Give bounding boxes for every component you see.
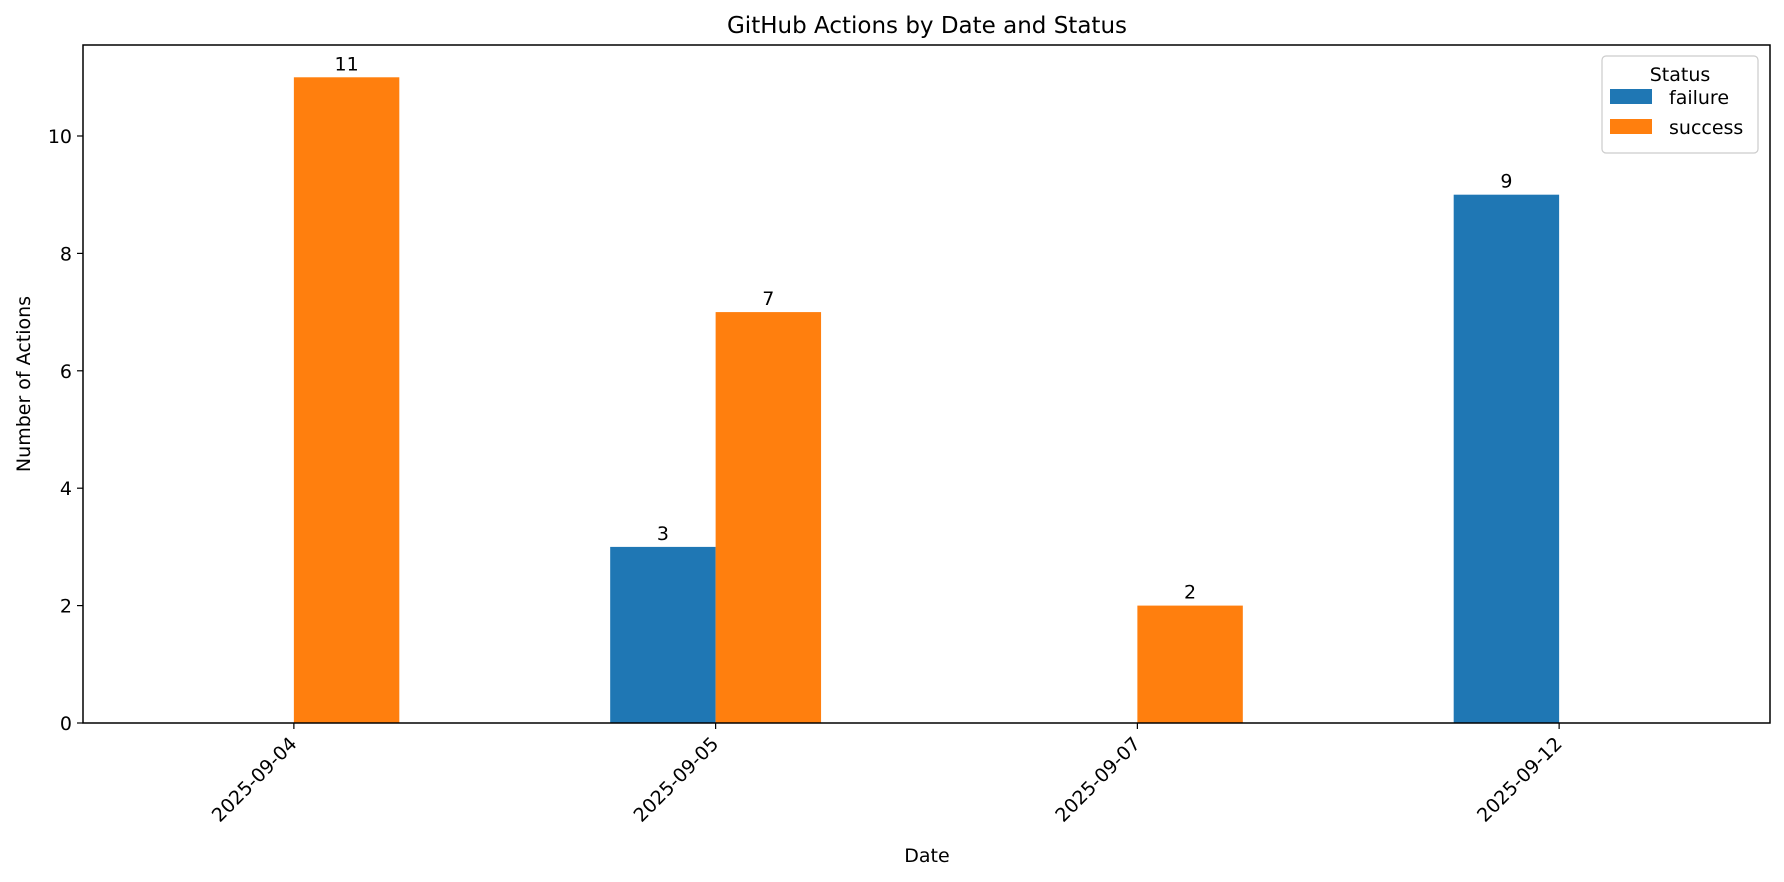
legend: Status failure success	[1601, 55, 1759, 154]
y-axis: 0 2 4 6 8 10	[48, 126, 83, 735]
x-axis-label: Date	[904, 845, 949, 867]
y-tick-label: 4	[60, 478, 72, 500]
y-axis-label: Number of Actions	[13, 296, 35, 472]
bar-success-2025-09-04	[293, 77, 400, 724]
y-tick-label: 10	[48, 126, 72, 148]
legend-title: Status	[1650, 64, 1711, 86]
plot-area-frame	[82, 44, 1771, 724]
data-label-success-2025-09-05: 7	[762, 288, 774, 310]
bars-group	[293, 77, 1560, 724]
data-label-success-2025-09-07: 2	[1184, 582, 1196, 604]
chart-title: GitHub Actions by Date and Status	[727, 13, 1127, 39]
legend-label-failure: failure	[1669, 87, 1729, 109]
data-label-failure-2025-09-12: 9	[1500, 171, 1512, 193]
data-label-success-2025-09-04: 11	[335, 53, 359, 75]
data-labels-group: 3 9 11 7 2	[335, 53, 1513, 603]
legend-swatch-success	[1610, 119, 1652, 134]
bar-failure-2025-09-05	[610, 546, 716, 723]
x-tick-label: 2025-09-12	[1473, 733, 1567, 827]
x-tick-label: 2025-09-07	[1051, 733, 1145, 827]
bar-failure-2025-09-12	[1453, 194, 1560, 724]
x-tick-label: 2025-09-05	[630, 733, 724, 827]
legend-swatch-failure	[1610, 89, 1652, 104]
legend-items: failure success	[1610, 87, 1743, 139]
data-label-failure-2025-09-05: 3	[657, 523, 669, 545]
x-tick-label: 2025-09-04	[208, 733, 302, 827]
y-tick-label: 8	[60, 243, 72, 265]
bar-success-2025-09-05	[715, 312, 822, 723]
x-axis: 2025-09-04 2025-09-05 2025-09-07 2025-09-12	[208, 723, 1567, 827]
legend-label-success: success	[1669, 117, 1743, 139]
bar-success-2025-09-07	[1137, 605, 1243, 723]
y-tick-label: 2	[60, 596, 72, 618]
y-tick-label: 0	[60, 713, 72, 735]
y-tick-label: 6	[60, 361, 72, 383]
